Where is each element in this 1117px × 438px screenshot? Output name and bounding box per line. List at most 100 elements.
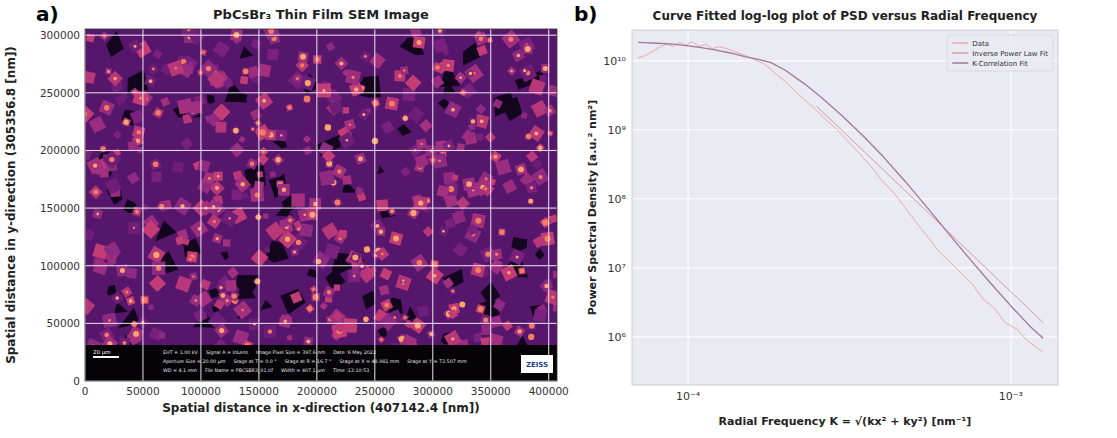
grain — [528, 125, 545, 142]
grain — [379, 285, 390, 296]
grain — [186, 251, 198, 263]
grain — [502, 320, 513, 331]
logo-box — [521, 355, 553, 373]
grain-core — [483, 317, 488, 322]
grain-core — [403, 116, 408, 121]
grain — [270, 171, 277, 178]
grain — [442, 277, 454, 289]
grain — [379, 313, 397, 331]
grain — [254, 119, 263, 128]
grain — [498, 228, 506, 236]
tick-label: 100000 — [181, 385, 221, 397]
grain — [464, 64, 484, 84]
tick-label: 50000 — [47, 317, 80, 329]
grain-core — [358, 156, 363, 161]
grain — [99, 100, 115, 116]
grain — [102, 313, 117, 328]
series-group — [638, 42, 1043, 352]
grain-core — [195, 299, 197, 301]
series-line — [638, 42, 1043, 352]
info-text: EHT = 1.00 kV — [163, 350, 199, 355]
tick-label: 10⁷ — [608, 262, 626, 275]
grain — [177, 98, 193, 114]
grain — [99, 145, 107, 153]
grain — [249, 126, 256, 133]
grain — [436, 185, 449, 198]
grain — [132, 125, 146, 139]
grain — [371, 98, 381, 108]
grain-core — [544, 284, 548, 288]
grain-core — [518, 166, 524, 172]
grain — [307, 209, 318, 220]
grain — [491, 259, 502, 270]
grain — [311, 293, 320, 302]
grain — [234, 176, 251, 193]
grain — [479, 314, 492, 327]
grain-core — [133, 331, 139, 337]
series-line — [638, 42, 1043, 338]
grain — [262, 29, 279, 40]
grain-core — [519, 268, 524, 273]
grain-core — [149, 79, 153, 83]
grain-core — [459, 76, 462, 79]
grain — [322, 286, 335, 299]
grain-core — [288, 218, 292, 222]
grain — [231, 126, 241, 136]
grain — [333, 312, 343, 322]
grain — [523, 44, 533, 54]
legend: DataInverse Power Law FitK-Correlation F… — [947, 35, 1053, 71]
grain-core — [380, 338, 383, 341]
grain — [376, 199, 389, 212]
grain-core — [390, 209, 395, 214]
grain — [319, 170, 335, 186]
frame — [632, 30, 1058, 385]
info-text: Aperture Size = 20.00 µm — [163, 359, 226, 364]
grain-core — [125, 290, 128, 293]
grain — [379, 268, 392, 281]
grain — [291, 193, 304, 206]
axis-title: Spatial distance in y-direction (305356.… — [4, 46, 18, 364]
grain-core — [215, 186, 219, 190]
grain — [378, 336, 385, 343]
panel-a: 20 µmEHT = 1.00 kVSignal A = InLensImage… — [4, 2, 569, 415]
grain — [93, 259, 109, 275]
grain — [223, 239, 231, 247]
grid-line — [548, 29, 549, 381]
grid-line — [632, 267, 1058, 268]
info-text: Date :6 May 2022 — [333, 350, 376, 355]
grain-core — [534, 132, 538, 136]
grain-core — [352, 76, 355, 79]
grain — [264, 325, 277, 338]
grain-core — [494, 155, 498, 159]
grain — [113, 130, 122, 139]
grain-core — [448, 145, 451, 148]
grain — [527, 321, 536, 330]
grain — [413, 36, 426, 49]
logo: ZEISS — [526, 361, 548, 369]
grid-line — [258, 29, 259, 381]
grain-core — [219, 286, 222, 289]
grain-core — [451, 108, 455, 112]
grain-core — [478, 306, 484, 312]
grain-core — [517, 329, 521, 333]
grain — [233, 300, 252, 319]
grain-core — [208, 177, 211, 180]
grain-core — [523, 69, 526, 72]
grain — [213, 172, 222, 181]
grain — [502, 179, 517, 194]
grain-core — [139, 97, 142, 100]
grain — [338, 132, 356, 150]
tick-label: 150000 — [239, 385, 279, 397]
grain-core — [313, 294, 319, 300]
grain-core — [123, 341, 127, 345]
grain — [547, 130, 554, 137]
grain-core — [96, 213, 99, 216]
figure: 20 µmEHT = 1.00 kVSignal A = InLensImage… — [0, 0, 1117, 438]
grain-core — [325, 124, 331, 130]
grain — [470, 262, 485, 277]
grain-core — [152, 68, 155, 71]
grain-core — [517, 54, 521, 58]
grain — [400, 113, 411, 124]
grain — [127, 171, 140, 184]
sem-image — [85, 29, 557, 381]
